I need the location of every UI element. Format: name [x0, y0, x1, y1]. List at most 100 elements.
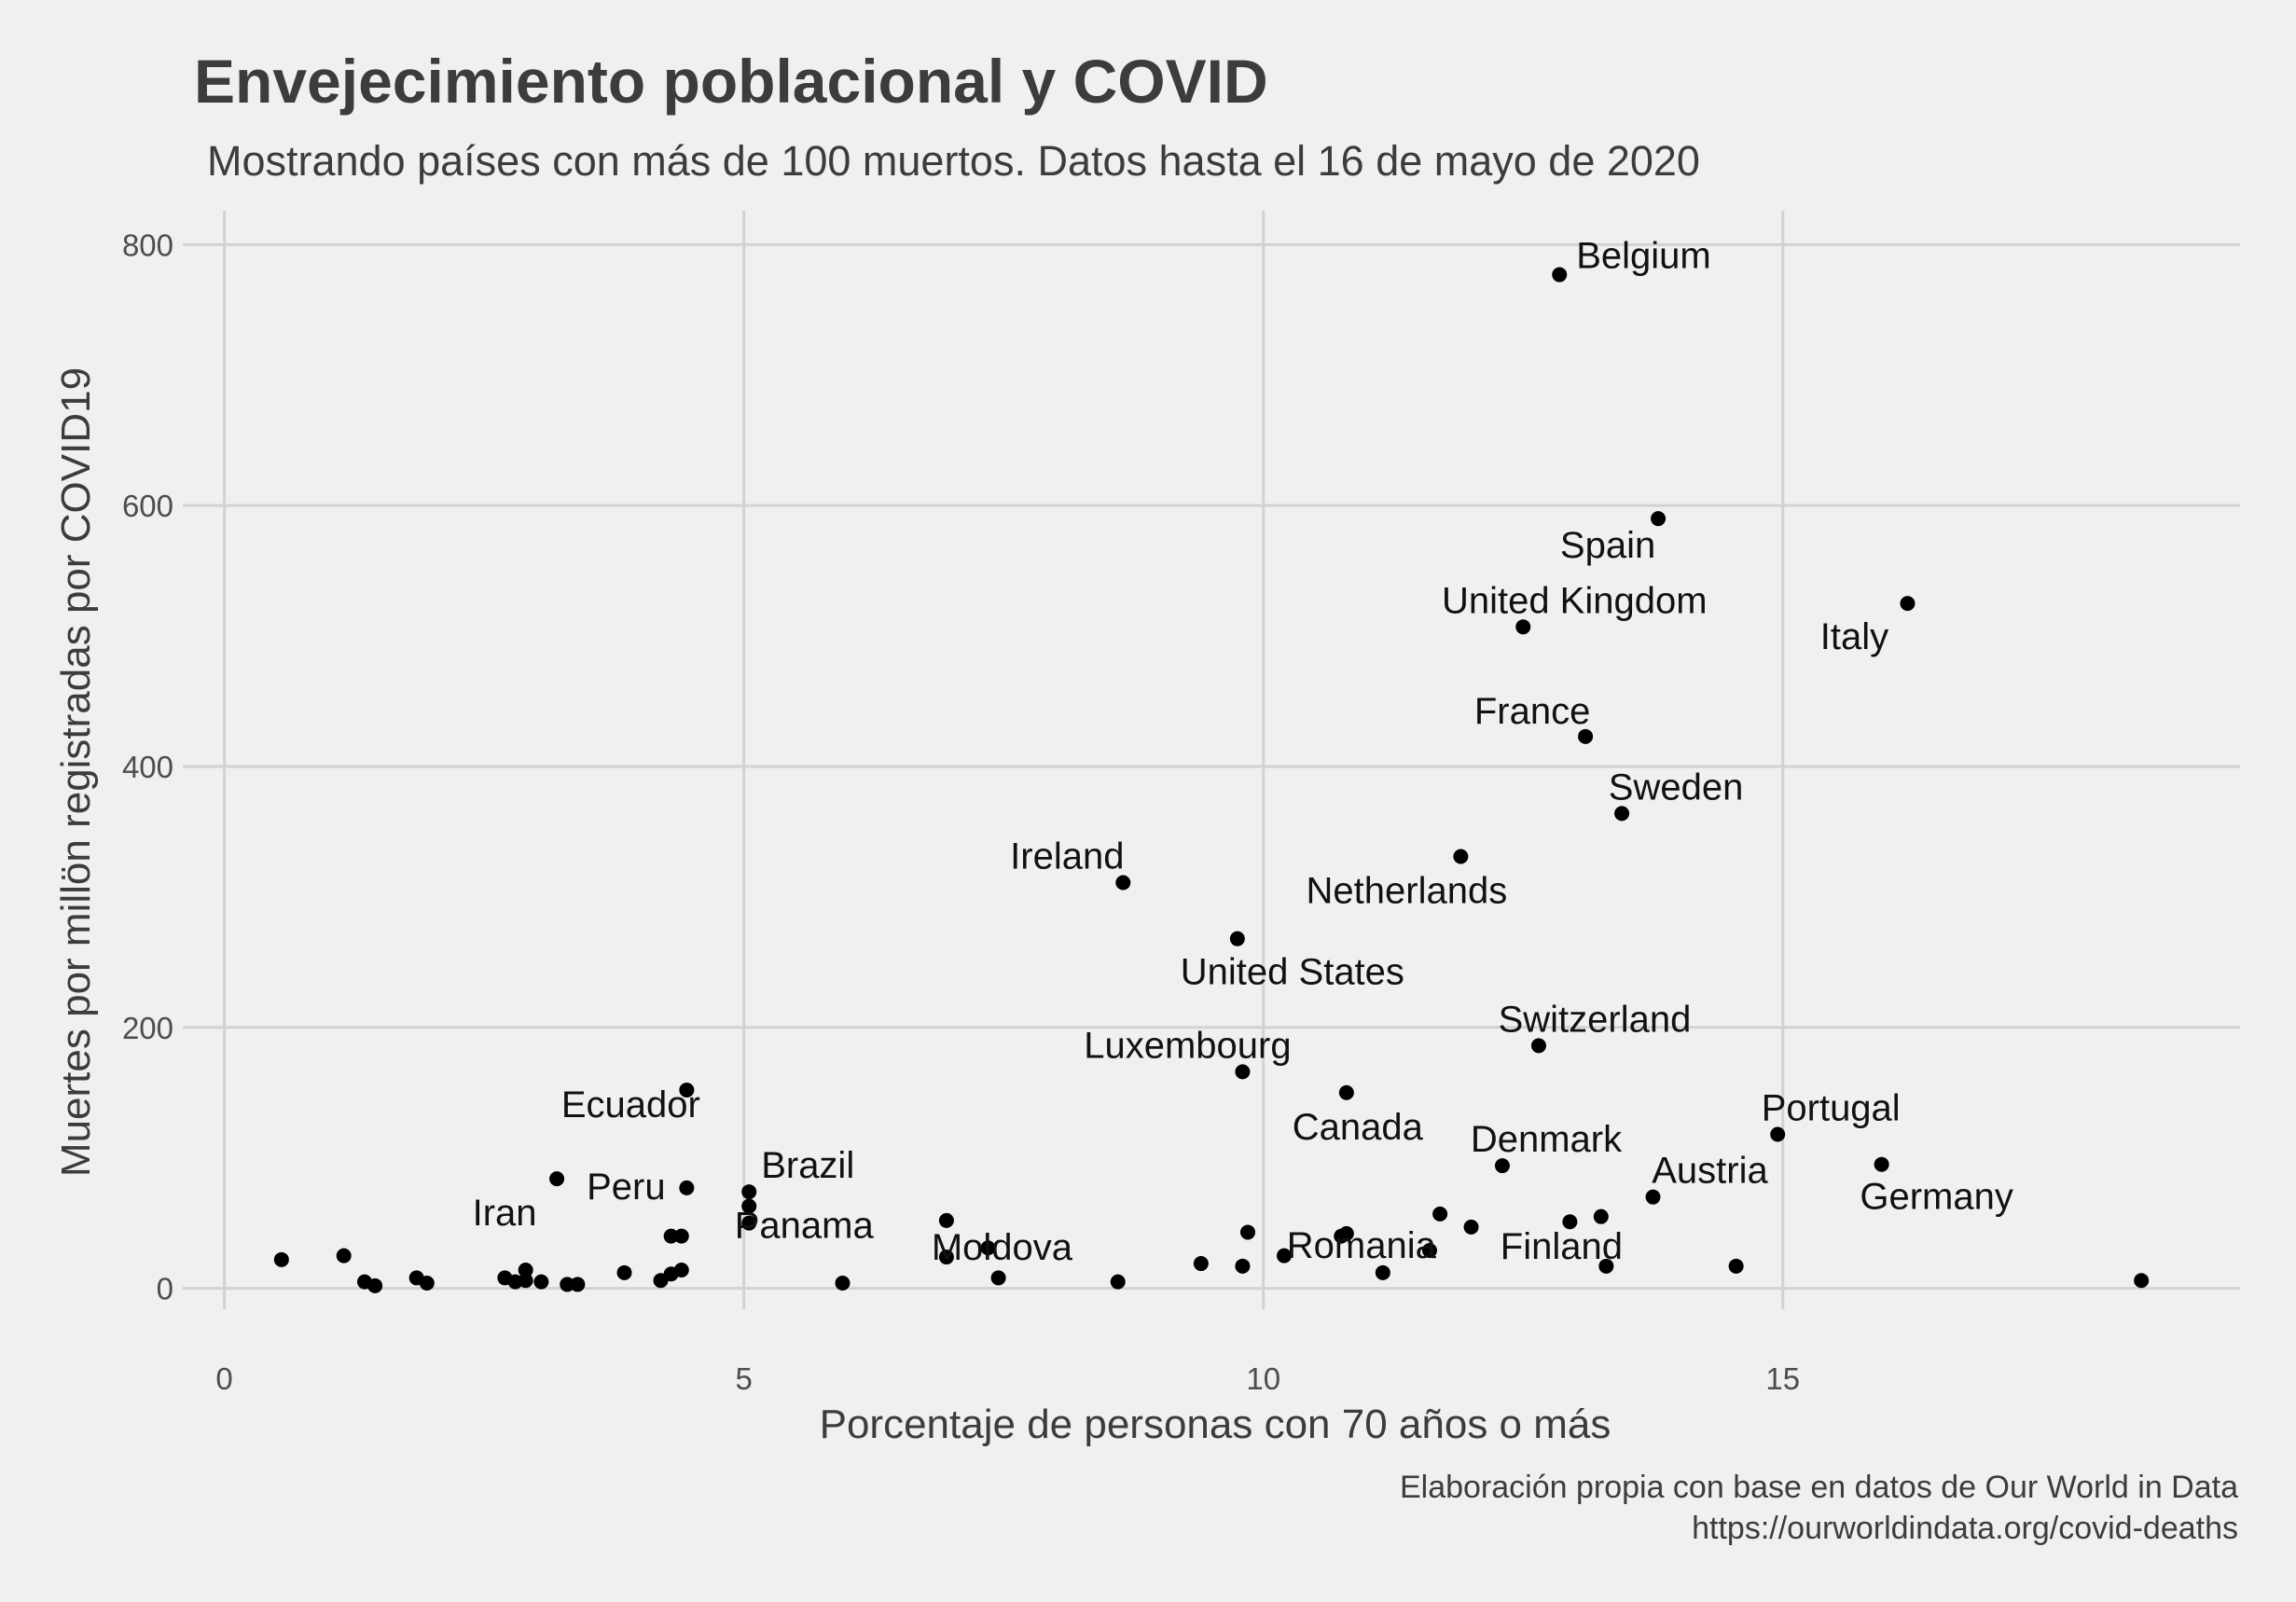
point-label: Ecuador	[561, 1084, 700, 1126]
point-label: Spain	[1560, 525, 1655, 566]
point-label: Austria	[1652, 1151, 1768, 1192]
data-point	[616, 1264, 632, 1280]
data-point	[1593, 1208, 1609, 1224]
y-axis-title: Muertes por millön registradas por COVID…	[53, 367, 99, 1177]
point-label: Germany	[1860, 1177, 2013, 1218]
data-point	[1235, 1064, 1251, 1080]
data-point	[990, 1270, 1006, 1286]
data-point	[1235, 1258, 1251, 1274]
data-point	[1728, 1258, 1744, 1274]
data-point	[549, 1171, 565, 1187]
data-point	[673, 1228, 689, 1244]
data-points	[273, 267, 2150, 1293]
x-axis-title: Porcentaje de personas con 70 años o más	[820, 1402, 1611, 1447]
point-label: United Kingdom	[1442, 580, 1708, 621]
point-label: Iran	[473, 1193, 537, 1234]
data-point	[741, 1198, 757, 1214]
data-point	[1552, 267, 1568, 283]
data-point	[679, 1180, 695, 1195]
data-point	[1578, 728, 1594, 744]
point-label: Romania	[1287, 1225, 1437, 1266]
data-point	[1338, 1084, 1354, 1100]
data-point	[367, 1277, 383, 1293]
data-point	[533, 1274, 549, 1290]
data-point	[938, 1212, 954, 1228]
x-tick-label: 15	[1765, 1361, 1800, 1396]
point-label: Netherlands	[1307, 871, 1508, 912]
data-point	[336, 1248, 352, 1264]
point-label: United States	[1181, 952, 1404, 993]
data-point	[1115, 875, 1131, 891]
data-point	[980, 1240, 996, 1256]
data-point	[835, 1276, 851, 1291]
data-point	[1494, 1158, 1510, 1174]
data-point	[1614, 806, 1630, 822]
chart-subtitle: Mostrando países con más de 100 muertos.…	[207, 137, 1700, 185]
data-point	[673, 1263, 689, 1278]
point-label: Finland	[1501, 1226, 1623, 1267]
data-point	[518, 1263, 533, 1278]
tick-labels: 0 5 10 15 0 200 400 600 800	[122, 228, 1800, 1396]
y-tick-label: 0	[157, 1272, 173, 1306]
y-tick-label: 400	[122, 750, 173, 784]
data-point	[1375, 1264, 1390, 1280]
data-point	[1598, 1258, 1614, 1274]
data-point	[1651, 511, 1667, 527]
caption-line-2: https://ourworldindata.org/covid-deaths	[1692, 1511, 2238, 1546]
point-label: Moldova	[932, 1227, 1073, 1268]
y-tick-label: 200	[122, 1011, 173, 1045]
data-point	[1193, 1256, 1209, 1272]
point-label: Sweden	[1609, 766, 1744, 808]
point-label: Denmark	[1471, 1119, 1623, 1160]
data-point	[1874, 1156, 1889, 1172]
y-tick-label: 600	[122, 489, 173, 523]
data-point	[1515, 619, 1531, 635]
point-label: Portugal	[1762, 1088, 1901, 1129]
data-point	[518, 1273, 533, 1289]
grid-lines	[183, 211, 2240, 1309]
data-point	[679, 1082, 695, 1098]
data-point	[1432, 1206, 1448, 1222]
y-tick-label: 800	[122, 228, 173, 262]
x-tick-label: 5	[735, 1361, 752, 1396]
data-point	[1463, 1219, 1479, 1235]
data-point	[2134, 1273, 2150, 1289]
data-point	[1530, 1038, 1546, 1054]
data-point	[1421, 1243, 1437, 1259]
point-label: Peru	[587, 1167, 666, 1208]
data-point	[1770, 1126, 1786, 1142]
point-label: Brazil	[761, 1145, 854, 1186]
data-point	[1562, 1214, 1578, 1230]
x-tick-label: 0	[215, 1361, 232, 1396]
data-point	[663, 1228, 679, 1244]
data-point	[1276, 1248, 1292, 1264]
data-point	[741, 1184, 757, 1200]
data-point	[273, 1251, 289, 1267]
data-point	[1229, 931, 1245, 946]
data-point	[1453, 849, 1469, 864]
data-point	[741, 1215, 757, 1231]
point-label: Belgium	[1576, 236, 1711, 277]
data-point	[1900, 596, 1916, 612]
point-labels: Belgium Spain Italy United Kingdom France Swe…	[473, 236, 2013, 1269]
point-label: Panama	[735, 1206, 875, 1247]
point-label: Luxembourg	[1084, 1025, 1291, 1066]
data-point	[419, 1276, 435, 1291]
point-label: Switzerland	[1499, 999, 1692, 1040]
point-label: France	[1474, 691, 1591, 732]
x-tick-label: 10	[1246, 1361, 1280, 1396]
chart-title: Envejecimiento poblacional y COVID	[194, 47, 1268, 116]
data-point	[1239, 1224, 1255, 1240]
data-point	[570, 1277, 586, 1292]
data-point	[1645, 1189, 1661, 1205]
data-point	[1334, 1228, 1349, 1244]
point-label: Ireland	[1010, 836, 1124, 877]
data-point	[560, 1277, 575, 1292]
point-label: Canada	[1293, 1107, 1424, 1148]
caption-line-1: Elaboración propia con base en datos de …	[1400, 1470, 2238, 1505]
data-point	[1110, 1274, 1126, 1290]
point-label: Italy	[1820, 616, 1888, 657]
data-point	[938, 1250, 954, 1265]
